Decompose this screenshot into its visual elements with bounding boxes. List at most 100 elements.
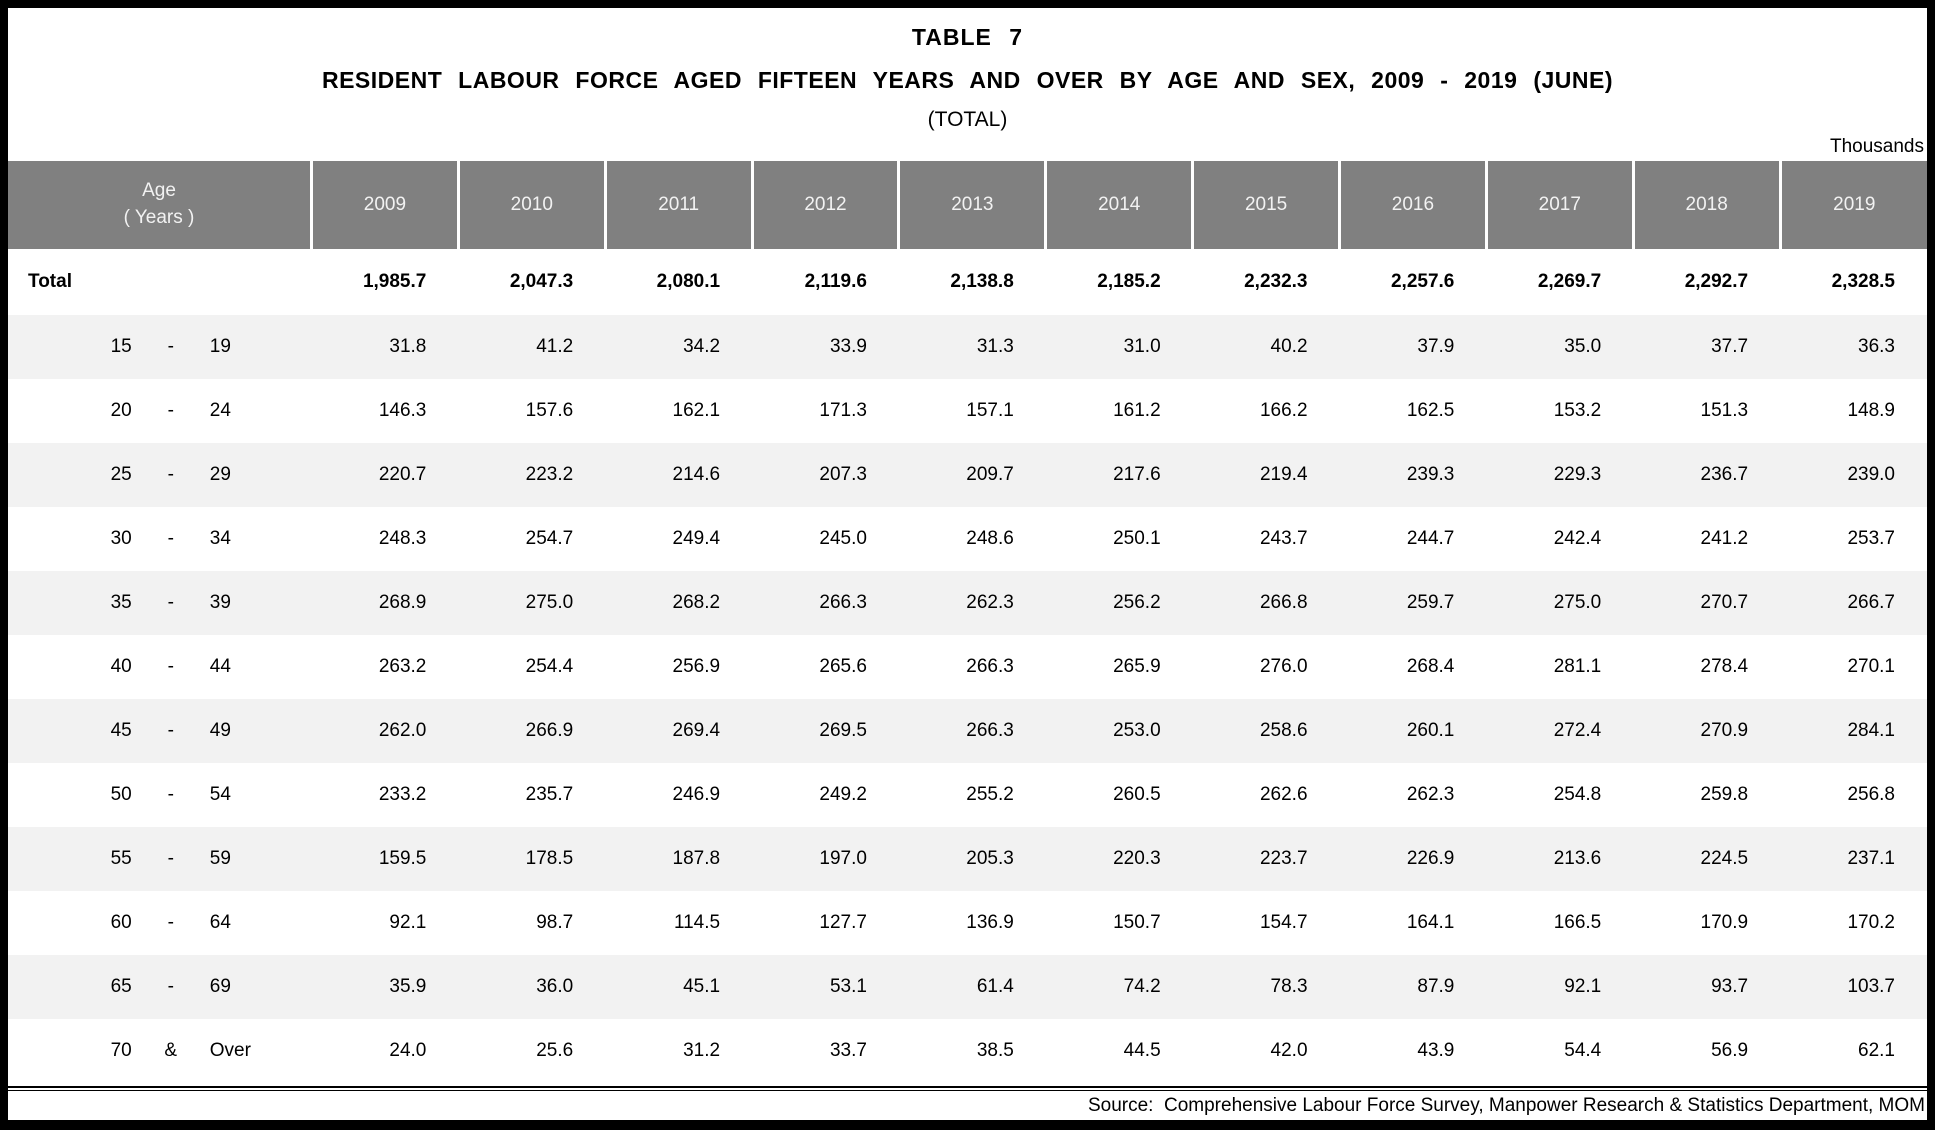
value-cell: 92.1 (389, 912, 427, 933)
value-cell: 265.6 (819, 656, 867, 677)
value-cell: 36.3 (1858, 336, 1895, 357)
value-cell: 239.3 (1406, 464, 1455, 485)
age-sep: - (167, 784, 174, 805)
age-group-label: 70 & Over (8, 1040, 312, 1062)
value-cell: 262.3 (1406, 784, 1455, 805)
table-row: 60 - 64 92.1 98.7 114.5 127.7 136.9 150.7 154.7 16… (8, 891, 1927, 955)
value-cell: 284.1 (1847, 720, 1895, 741)
value-cell: 268.9 (378, 592, 427, 613)
value-cell: 224.5 (1700, 848, 1749, 869)
value-cell: 24.0 (389, 1040, 427, 1061)
column-header-year: 2010 (456, 161, 606, 249)
value-cell: 154.7 (1259, 912, 1308, 933)
age-header-line2: ( Years ) (123, 207, 195, 228)
value-cell: 223.2 (525, 464, 574, 485)
column-header-year: 2019 (1778, 161, 1927, 249)
age-group-cell: 50 - 54 (8, 763, 312, 827)
value-cell: 31.8 (389, 336, 427, 357)
age-to: 49 (209, 720, 231, 741)
value-cell: 266.3 (966, 656, 1014, 677)
value-cell: 244.7 (1406, 528, 1455, 549)
value-cell: 178.5 (525, 848, 574, 869)
value-cell: 56.9 (1711, 1040, 1749, 1061)
value-cell: 37.9 (1417, 336, 1455, 357)
value-cell: 38.5 (976, 1040, 1014, 1061)
value-cell: 157.1 (966, 400, 1014, 421)
value-cell: 87.9 (1417, 976, 1455, 997)
age-from: 20 (110, 400, 132, 421)
table-row: 50 - 54 233.2 235.7 246.9 249.2 255.2 260.5 262.6… (8, 763, 1927, 827)
value-cell: 153.2 (1553, 400, 1602, 421)
value-cell: 268.2 (672, 592, 721, 613)
age-from: 15 (110, 336, 132, 357)
table-row: 40 - 44 263.2 254.4 256.9 265.6 266.3 265.9 276.0… (8, 635, 1927, 699)
value-cell: 226.9 (1406, 848, 1455, 869)
value-cell: 229.3 (1553, 464, 1602, 485)
value-cell: 254.4 (525, 656, 574, 677)
value-cell: 197.0 (819, 848, 867, 869)
value-cell: 242.4 (1553, 528, 1602, 549)
age-to: 59 (209, 848, 231, 869)
header-row: Age ( Years ) 2009 2010 2011 2012 2013 2014 20… (8, 161, 1927, 249)
value-cell: 161.2 (1113, 400, 1161, 421)
column-header-year: 2012 (750, 161, 899, 249)
value-cell: 256.9 (672, 656, 721, 677)
value-cell: 170.2 (1847, 912, 1895, 933)
value-cell: 205.3 (966, 848, 1014, 869)
age-group-cell: 45 - 49 (8, 699, 312, 763)
total-value-cell: 2,232.3 (1244, 271, 1308, 292)
total-value-cell: 2,269.7 (1537, 271, 1602, 292)
value-cell: 237.1 (1847, 848, 1895, 869)
value-cell: 266.3 (966, 720, 1014, 741)
value-cell: 254.7 (525, 528, 574, 549)
value-cell: 37.7 (1711, 336, 1749, 357)
value-cell: 45.1 (683, 976, 721, 997)
table-row: 15 - 19 31.8 41.2 34.2 33.9 31.3 31.0 40.2 37.9 35.… (8, 315, 1927, 379)
total-value-cell: 2,138.8 (950, 271, 1014, 292)
age-group-label: 25 - 29 (8, 464, 312, 486)
value-cell: 171.3 (819, 400, 867, 421)
value-cell: 278.4 (1700, 656, 1749, 677)
age-sep: - (167, 720, 174, 741)
value-cell: 43.9 (1417, 1040, 1455, 1061)
value-cell: 146.3 (378, 400, 427, 421)
value-cell: 103.7 (1847, 976, 1895, 997)
age-from: 55 (110, 848, 132, 869)
value-cell: 268.4 (1406, 656, 1455, 677)
value-cell: 36.0 (536, 976, 574, 997)
age-group-cell: 20 - 24 (8, 379, 312, 443)
column-header-year: 2018 (1631, 161, 1781, 249)
total-value-cell: 2,328.5 (1831, 271, 1895, 292)
value-cell: 276.0 (1259, 656, 1308, 677)
table-number-title: TABLE 7 (911, 24, 1024, 50)
age-sep: - (167, 464, 174, 485)
value-cell: 40.2 (1270, 336, 1308, 357)
age-to: Over (209, 1040, 251, 1061)
value-cell: 74.2 (1123, 976, 1161, 997)
value-cell: 272.4 (1553, 720, 1602, 741)
age-group-label: 65 - 69 (8, 976, 312, 998)
value-cell: 275.0 (1553, 592, 1602, 613)
value-cell: 31.3 (976, 336, 1014, 357)
total-value-cell: 1,985.7 (362, 271, 427, 292)
total-row-header-cell: Total (8, 249, 312, 315)
value-cell: 256.8 (1847, 784, 1895, 805)
column-header-year: 2015 (1191, 161, 1340, 249)
column-header-year: 2014 (1044, 161, 1193, 249)
age-from: 40 (110, 656, 132, 677)
column-header-year: 2016 (1338, 161, 1487, 249)
value-cell: 253.7 (1847, 528, 1895, 549)
total-value-cell: 2,080.1 (656, 271, 721, 292)
value-cell: 281.1 (1553, 656, 1602, 677)
value-cell: 62.1 (1858, 1040, 1895, 1061)
age-header-line1: Age (142, 180, 176, 202)
value-cell: 270.9 (1700, 720, 1749, 741)
value-cell: 246.9 (672, 784, 721, 805)
age-from: 70 (110, 1040, 132, 1061)
value-cell: 44.5 (1123, 1040, 1161, 1061)
value-cell: 236.7 (1700, 464, 1749, 485)
value-cell: 259.7 (1406, 592, 1455, 613)
labour-force-table: Age ( Years ) 2009 2010 2011 2012 2013 2014 20… (8, 161, 1927, 1083)
value-cell: 265.9 (1113, 656, 1161, 677)
